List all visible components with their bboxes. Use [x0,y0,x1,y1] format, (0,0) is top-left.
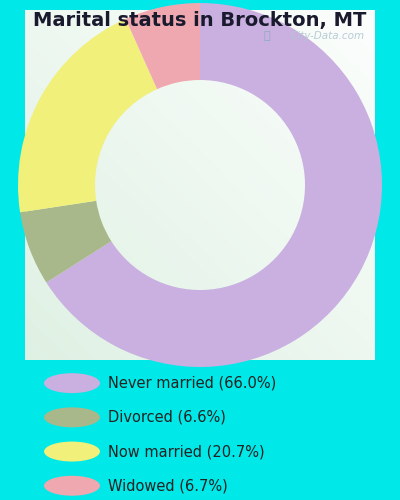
Wedge shape [46,3,382,367]
Text: City-Data.com: City-Data.com [290,31,364,41]
Text: Marital status in Brockton, MT: Marital status in Brockton, MT [33,11,367,30]
Text: Now married (20.7%): Now married (20.7%) [108,444,265,459]
Text: Divorced (6.6%): Divorced (6.6%) [108,410,226,425]
Text: Widowed (6.7%): Widowed (6.7%) [108,478,228,493]
Wedge shape [126,3,200,89]
Text: Never married (66.0%): Never married (66.0%) [108,376,276,390]
Circle shape [44,442,100,462]
Circle shape [44,408,100,428]
Circle shape [44,476,100,496]
Wedge shape [20,201,111,282]
Wedge shape [18,19,157,212]
Circle shape [44,373,100,393]
Text: ⓘ: ⓘ [263,31,270,41]
